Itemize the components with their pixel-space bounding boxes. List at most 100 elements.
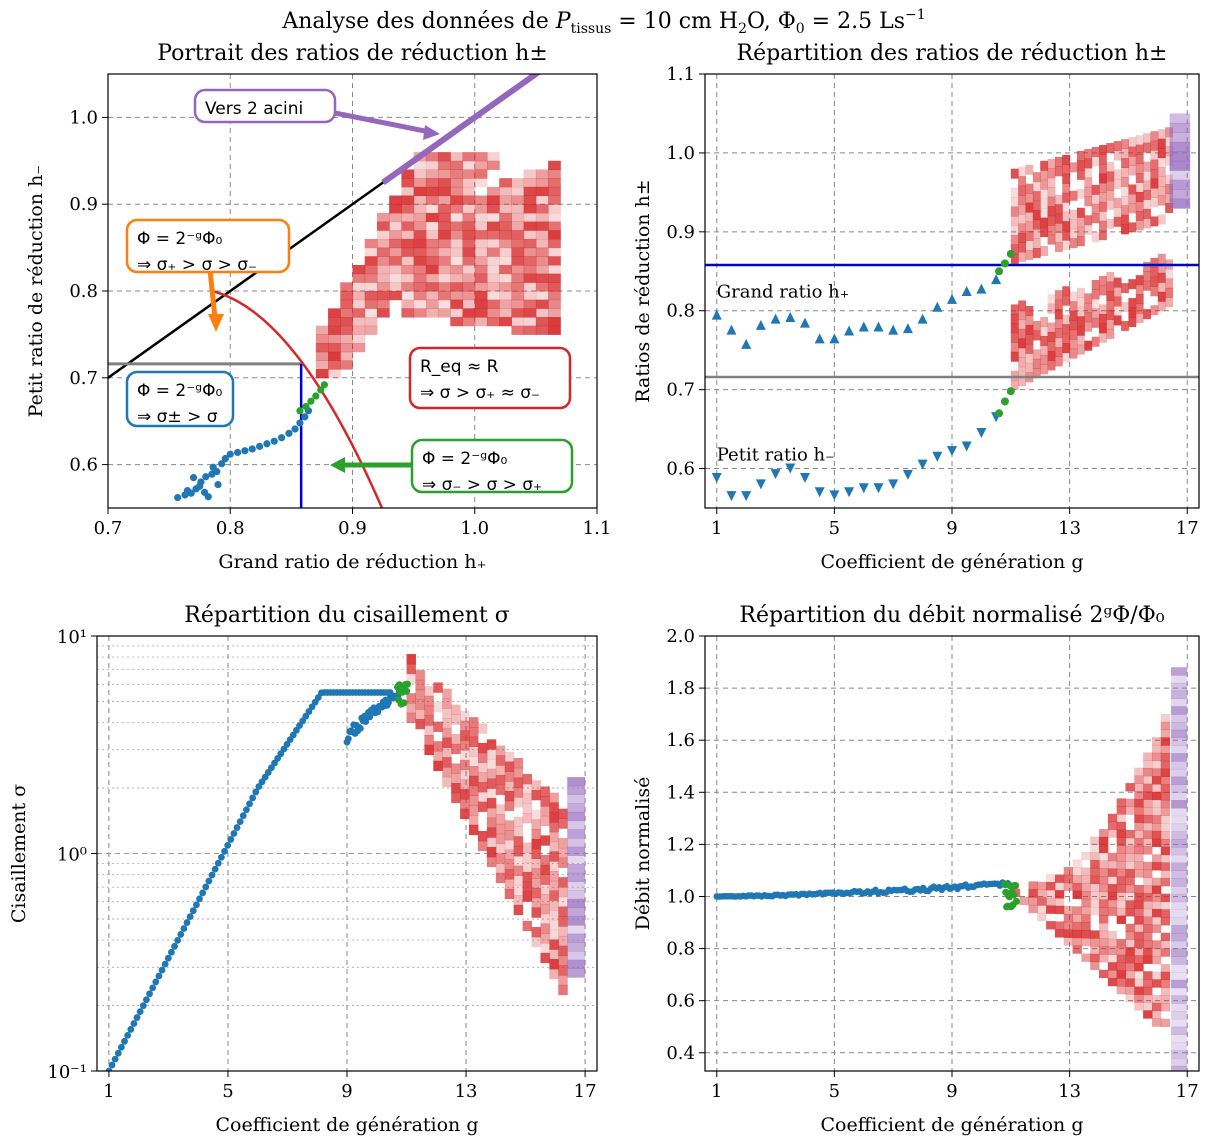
- heatmap-cell: [1040, 246, 1049, 256]
- heatmap-cell: [424, 686, 434, 697]
- heatmap-cell: [477, 791, 488, 803]
- green-point: [1000, 259, 1009, 268]
- heatmap-cell: [1010, 304, 1019, 315]
- heatmap-cell: [1134, 791, 1144, 800]
- chart-title: Portrait des ratios de réduction h±: [157, 41, 548, 66]
- heatmap-cell: [1099, 285, 1107, 296]
- heatmap-cell: [1069, 301, 1078, 312]
- heatmap-cell: [1143, 768, 1153, 777]
- red-label-box: [408, 346, 572, 410]
- big-ratio-marker: [991, 274, 1002, 285]
- heatmap-cell: [522, 881, 533, 892]
- heatmap-cell: [1090, 852, 1100, 861]
- heatmap-cell: [1046, 921, 1056, 930]
- heatmap-cell: [401, 264, 415, 275]
- heatmap-cell: [389, 264, 402, 275]
- x-tick-label: 1.1: [583, 518, 612, 539]
- heatmap-cell: [462, 152, 476, 162]
- heatmap-cell: [1047, 322, 1056, 333]
- heatmap-cell: [1091, 184, 1100, 195]
- data-point-blue: [130, 1020, 138, 1027]
- heatmap-cell: [469, 717, 479, 728]
- heatmap-cell: [1018, 376, 1027, 387]
- heatmap-cell: [477, 831, 488, 842]
- heatmap-cell: [1063, 913, 1074, 923]
- heatmap-cell: [364, 317, 378, 327]
- heatmap-cell: [1113, 315, 1122, 326]
- heatmap-cell: [1040, 170, 1049, 181]
- heatmap-cell: [523, 264, 537, 275]
- heatmap-cell: [486, 739, 497, 750]
- heatmap-cell: [1076, 316, 1085, 327]
- data-point-blue: [224, 841, 232, 849]
- heatmap-cell: [1062, 286, 1071, 297]
- heatmap-cell: [1143, 900, 1153, 910]
- heatmap-cell: [499, 317, 512, 327]
- heatmap-cell: [1047, 303, 1056, 314]
- data-point-blue: [209, 463, 217, 471]
- heatmap-cell: [1134, 869, 1144, 878]
- heatmap-cell: [442, 776, 452, 788]
- heatmap-cell: [499, 204, 512, 214]
- heatmap-cell: [1076, 325, 1085, 336]
- heatmap-cell: [1151, 909, 1162, 918]
- small-ratio-marker: [741, 491, 752, 502]
- data-point-green: [302, 402, 310, 411]
- plot-area: [108, 74, 561, 508]
- heatmap-cell: [1072, 875, 1082, 884]
- heatmap-cell: [523, 325, 537, 335]
- heatmap-cell: [1165, 278, 1174, 289]
- heatmap-cell: [499, 195, 512, 205]
- heatmap-cell: [1160, 729, 1171, 738]
- heatmap-cell: [1106, 199, 1115, 210]
- heatmap-cell: [1134, 908, 1144, 917]
- heatmap-cell: [1160, 831, 1171, 840]
- heatmap-cell: [1062, 240, 1071, 251]
- heatmap-cell: [504, 869, 515, 880]
- heatmap-cell: [535, 308, 549, 318]
- heatmap-cell: [1099, 304, 1107, 315]
- heatmap-cell: [535, 291, 549, 301]
- heatmap-cell: [495, 745, 506, 756]
- data-point-blue: [249, 794, 257, 802]
- heatmap-cell: [1091, 317, 1100, 328]
- heatmap-cell: [548, 212, 561, 223]
- purple-cell: [567, 820, 586, 830]
- data-point-blue: [374, 708, 382, 716]
- heatmap-cell: [1084, 158, 1093, 169]
- heatmap-cell: [474, 291, 488, 301]
- heatmap-cell: [1010, 197, 1019, 208]
- heatmap-cell: [1125, 986, 1135, 995]
- heatmap-cell: [1116, 806, 1126, 815]
- purple-cell: [1171, 917, 1188, 926]
- heatmap-cell: [1151, 768, 1162, 777]
- heatmap-cell: [522, 803, 533, 814]
- heatmap-cell: [1113, 197, 1122, 208]
- heatmap-cell: [531, 887, 541, 899]
- heatmap-cell: [1151, 823, 1162, 832]
- purple-cell: [1171, 1011, 1188, 1020]
- heatmap-cell: [1018, 251, 1027, 262]
- heatmap-cell: [1054, 213, 1063, 224]
- heatmap-cell: [1099, 875, 1109, 885]
- heatmap-cell: [1107, 930, 1118, 940]
- x-tick-label: 0.8: [216, 518, 245, 539]
- heatmap-cell: [376, 230, 390, 240]
- heatmap-cell: [1099, 201, 1107, 212]
- heatmap-cell: [401, 308, 415, 318]
- heatmap-cell: [364, 238, 378, 249]
- heatmap-cell: [495, 804, 506, 815]
- heatmap-cell: [413, 273, 427, 283]
- heatmap-cell: [1025, 193, 1034, 204]
- heatmap-cell: [1062, 164, 1071, 175]
- heatmap-cell: [1047, 196, 1056, 207]
- heatmap-cell: [1121, 176, 1129, 187]
- data-point-blue: [111, 1055, 119, 1063]
- heatmap-cell: [511, 195, 525, 205]
- heatmap-cell: [1143, 161, 1151, 172]
- heatmap-cell: [315, 360, 329, 370]
- heatmap-cell: [1125, 869, 1135, 878]
- purple-cell: [1169, 170, 1191, 181]
- heatmap-cell: [1134, 806, 1144, 816]
